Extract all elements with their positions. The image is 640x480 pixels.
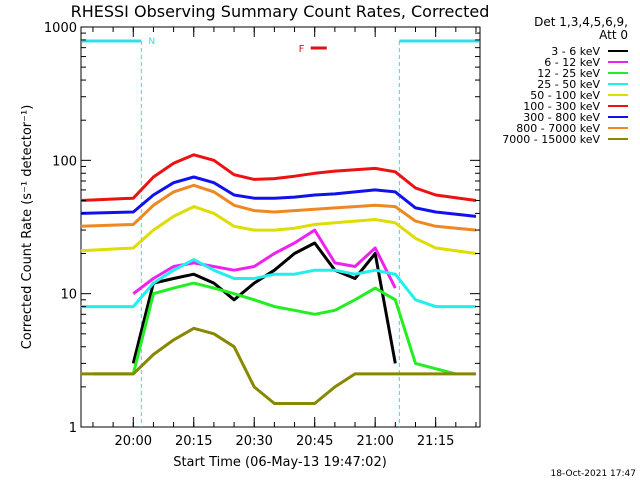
y-axis-label: Corrected Count Rate (s⁻¹ detector⁻¹) — [20, 105, 35, 350]
legend-label: 100 - 300 keV — [523, 100, 600, 113]
legend-label: 50 - 100 keV — [530, 89, 600, 102]
series-line-3 — [93, 281, 457, 376]
legend-header-line2: Att 0 — [599, 28, 628, 42]
legend-label: 6 - 12 keV — [544, 56, 600, 69]
legend-label: 7000 - 15000 keV — [502, 133, 600, 146]
y-tick-label: 10 — [60, 288, 77, 303]
series-line-7 — [80, 175, 477, 218]
series-line-2 — [132, 228, 397, 295]
night-marker: N — [148, 37, 155, 47]
axes: 1 10 100 1000 20:00 20:15 20:30 20:45 21:00 21:15 — [44, 21, 480, 449]
series-line-4 — [80, 258, 476, 309]
series-line-9 — [80, 326, 476, 405]
legend-label: 12 - 25 keV — [537, 67, 600, 80]
x-tick-label: 20:00 — [115, 434, 152, 449]
x-tick-label: 20:45 — [296, 434, 333, 449]
legend-label: 800 - 7000 keV — [516, 122, 600, 135]
legend-label: 25 - 50 keV — [537, 78, 600, 91]
x-tick-label: 21:00 — [356, 434, 393, 449]
footer-date: 18-Oct-2021 17:47 — [551, 469, 636, 479]
annotations: NF — [82, 37, 479, 427]
y-tick-label: 1000 — [44, 21, 77, 36]
flare-marker: F — [299, 44, 305, 55]
x-axis-label: Start Time (06-May-13 19:47:02) — [173, 455, 387, 470]
x-tick-label: 21:15 — [417, 434, 454, 449]
chart-title: RHESSI Observing Summary Count Rates, Co… — [71, 2, 490, 21]
y-tick-label: 1 — [69, 421, 77, 436]
x-tick-label: 20:15 — [175, 434, 212, 449]
series-line-8 — [80, 183, 477, 232]
series-line-6 — [80, 153, 477, 202]
legend-header-line1: Det 1,3,4,5,6,9, — [534, 15, 628, 29]
y-tick-label: 100 — [52, 154, 77, 169]
series-layer — [80, 153, 477, 405]
legend-label: 300 - 800 keV — [523, 111, 600, 124]
series-line-5 — [80, 205, 477, 255]
legend-label: 3 - 6 keV — [551, 45, 600, 58]
x-tick-label: 20:30 — [235, 434, 272, 449]
